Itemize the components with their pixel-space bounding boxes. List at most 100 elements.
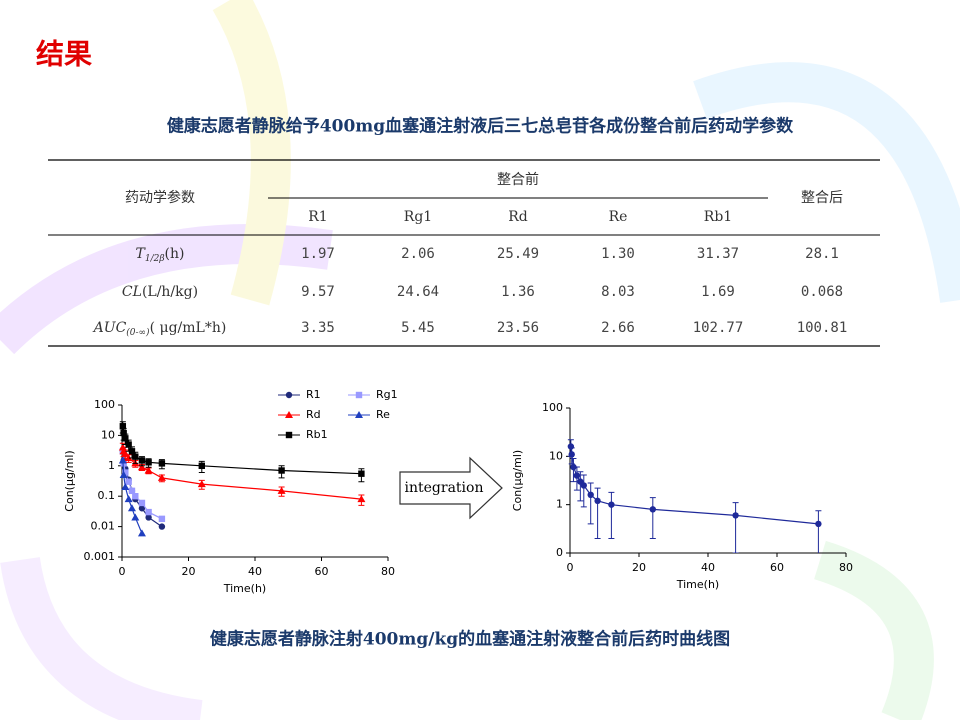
y-tick-label: 1 bbox=[108, 459, 115, 472]
cell: 1.36 bbox=[501, 284, 535, 300]
legend-label: Re bbox=[376, 408, 390, 421]
point bbox=[358, 470, 365, 477]
point bbox=[157, 473, 166, 481]
point bbox=[122, 435, 129, 442]
row-label: CL(L/h/kg) bbox=[122, 284, 198, 300]
point bbox=[198, 462, 205, 469]
legend-label: R1 bbox=[306, 388, 321, 401]
point bbox=[124, 495, 133, 503]
x-tick-label: 60 bbox=[315, 565, 329, 578]
point bbox=[570, 463, 577, 471]
point bbox=[128, 448, 136, 455]
unit: (h) bbox=[165, 246, 185, 262]
point bbox=[278, 467, 285, 474]
error-bar bbox=[587, 482, 594, 525]
cell: 28.1 bbox=[805, 246, 839, 262]
arrow-label: integration bbox=[405, 480, 484, 496]
cell: 24.64 bbox=[397, 284, 439, 300]
plot-area bbox=[118, 421, 366, 537]
header-cell: Re bbox=[609, 209, 628, 225]
point bbox=[124, 454, 133, 462]
header-cell: 整合后 bbox=[801, 190, 843, 206]
series-line bbox=[570, 446, 819, 525]
point bbox=[131, 513, 140, 521]
point bbox=[127, 504, 136, 512]
y-tick-label: 0.001 bbox=[84, 550, 116, 563]
x-tick-label: 20 bbox=[182, 565, 196, 578]
header-cell: 药动学参数 bbox=[125, 189, 195, 206]
point bbox=[137, 463, 146, 471]
point bbox=[277, 486, 286, 494]
header-cell: 整合前 bbox=[497, 171, 539, 188]
error-bar bbox=[815, 510, 822, 553]
symbol: AUC bbox=[92, 320, 127, 336]
chart: 0.001 0.01 0.1 1 10 100 0 20 40 60 80 Time(h) Con(μg… bbox=[63, 388, 398, 595]
cell: 1.97 bbox=[301, 246, 335, 262]
point bbox=[815, 520, 822, 528]
row-label: AUC(0-∞)( μg/mL*h) bbox=[92, 320, 227, 338]
header-cell: Rb1 bbox=[704, 209, 732, 225]
point bbox=[132, 453, 139, 460]
cell: 2.66 bbox=[601, 320, 635, 336]
error-bar bbox=[649, 497, 656, 539]
point bbox=[144, 466, 153, 474]
point bbox=[118, 456, 127, 464]
y-tick-label: 0 bbox=[556, 546, 563, 559]
cell: 100.81 bbox=[797, 320, 848, 336]
cell: 1.69 bbox=[701, 284, 735, 300]
header-cell: Rg1 bbox=[404, 209, 432, 225]
y-tick-label: 10 bbox=[549, 449, 563, 462]
point bbox=[573, 472, 581, 479]
point bbox=[120, 429, 127, 437]
point bbox=[145, 459, 152, 466]
cell: 9.57 bbox=[301, 284, 335, 300]
legend-marker bbox=[285, 411, 293, 418]
unit: ( μg/mL*h) bbox=[150, 320, 227, 336]
point bbox=[138, 457, 146, 464]
arrow bbox=[399, 456, 503, 520]
error-bar bbox=[580, 474, 587, 508]
point bbox=[732, 512, 739, 519]
y-tick-label: 0.01 bbox=[91, 520, 116, 533]
x-tick-label: 0 bbox=[567, 561, 574, 574]
table: 药动学参数 整合前 整合后 R1 Rg1 Rd Re Rb1 T1/2β(h) 1.97 2.… bbox=[48, 159, 880, 347]
error-bar bbox=[577, 471, 584, 502]
header-cell: Rd bbox=[508, 209, 528, 225]
cell: 5.45 bbox=[401, 320, 435, 336]
y-tick-label: 100 bbox=[542, 401, 563, 414]
point bbox=[138, 505, 146, 512]
legend-marker bbox=[355, 411, 363, 418]
x-tick-label: 80 bbox=[839, 561, 853, 574]
legend-label: Rd bbox=[306, 408, 321, 421]
point bbox=[125, 441, 132, 448]
point bbox=[594, 497, 601, 505]
point bbox=[197, 480, 206, 488]
table-title: 健康志愿者静脉给予400mg血塞通注射液后三七总皂苷各成份整合前后药动学参数 bbox=[167, 116, 794, 137]
y-axis-label: Con(μg/ml) bbox=[63, 450, 76, 511]
point bbox=[145, 514, 152, 521]
point bbox=[122, 469, 129, 476]
chart: 0 1 10 100 0 20 40 60 80 Time(h) Con(μg/ml) bbox=[511, 401, 853, 591]
legend-label: Rb1 bbox=[306, 428, 328, 441]
cell: 8.03 bbox=[601, 284, 635, 300]
point bbox=[608, 501, 615, 508]
x-tick-label: 80 bbox=[381, 565, 395, 578]
y-tick-label: 0.1 bbox=[98, 489, 116, 502]
point bbox=[567, 443, 575, 450]
cell: 0.068 bbox=[801, 284, 843, 300]
point bbox=[119, 470, 128, 478]
caption: 健康志愿者静脉注射400mg/kg的血塞通注射液整合前后药时曲线图 bbox=[210, 629, 730, 650]
legend-label: Rg1 bbox=[376, 388, 398, 401]
point bbox=[132, 493, 139, 500]
slide-title: 结果 bbox=[36, 38, 92, 71]
legend-marker bbox=[285, 431, 293, 439]
point bbox=[125, 478, 132, 485]
point bbox=[357, 495, 366, 503]
legend-marker bbox=[355, 391, 363, 399]
point bbox=[137, 529, 146, 537]
subscript: (0-∞) bbox=[126, 327, 150, 338]
cell: 23.56 bbox=[497, 320, 539, 336]
plot-area bbox=[567, 439, 822, 553]
